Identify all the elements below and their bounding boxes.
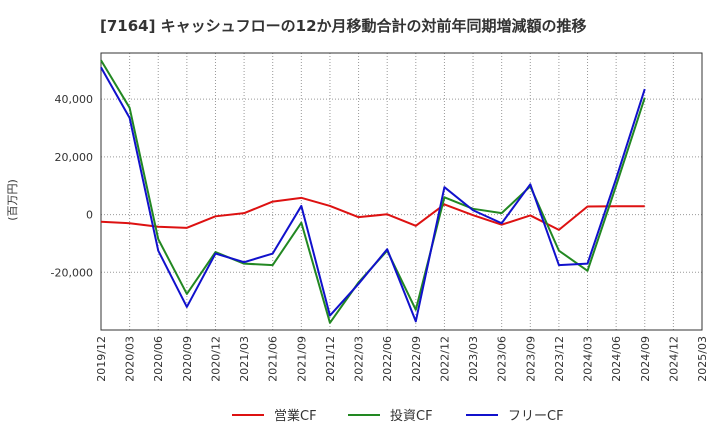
x-tick-label: 2023/06	[496, 336, 509, 382]
chart-title: [7164] キャッシュフローの12か月移動合計の対前年同期増減額の推移	[100, 17, 587, 35]
x-tick-label: 2020/09	[181, 336, 194, 382]
x-tick-label: 2021/09	[295, 336, 308, 382]
x-tick-label: 2020/06	[152, 336, 165, 382]
x-tick-label: 2022/06	[381, 336, 394, 382]
series-line	[100, 66, 646, 323]
x-tick-label: 2022/12	[438, 336, 451, 382]
x-tick-label: 2021/03	[238, 336, 251, 382]
y-tick-label: 20,000	[55, 151, 94, 164]
x-tick-label: 2022/03	[353, 336, 366, 382]
legend-label: 営業CF	[274, 408, 317, 424]
y-tick-label: 0	[86, 209, 93, 222]
x-tick-label: 2024/12	[667, 336, 680, 382]
x-tick-label: 2024/06	[610, 336, 623, 382]
legend: 営業CF 投資CF フリーCF	[232, 408, 564, 424]
plot-area: -20,000 0 20,000 40,000 2019/12 2020/03 2020/0…	[51, 52, 709, 382]
x-tick-label: 2023/03	[467, 336, 480, 382]
x-tick-label: 2020/03	[124, 336, 137, 382]
x-tick-label: 2023/12	[553, 336, 566, 382]
x-tick-label: 2025/03	[696, 336, 709, 382]
x-tick-label: 2021/06	[267, 336, 280, 382]
x-tick-label: 2024/09	[639, 336, 652, 382]
series-line	[100, 196, 645, 231]
plot-frame	[100, 52, 703, 331]
y-tick-label: -20,000	[51, 266, 93, 279]
legend-label: 投資CF	[390, 408, 433, 424]
x-tick-label: 2022/09	[410, 336, 423, 382]
x-tick-label: 2021/12	[324, 336, 337, 382]
y-axis-label: (百万円)	[6, 179, 19, 221]
x-tick-label: 2023/09	[524, 336, 537, 382]
y-tick-label: 40,000	[55, 93, 94, 106]
x-tick-label: 2019/12	[95, 336, 108, 382]
legend-label: フリーCF	[508, 409, 564, 424]
x-tick-label: 2024/03	[582, 336, 595, 382]
x-tick-label: 2020/12	[209, 336, 222, 382]
